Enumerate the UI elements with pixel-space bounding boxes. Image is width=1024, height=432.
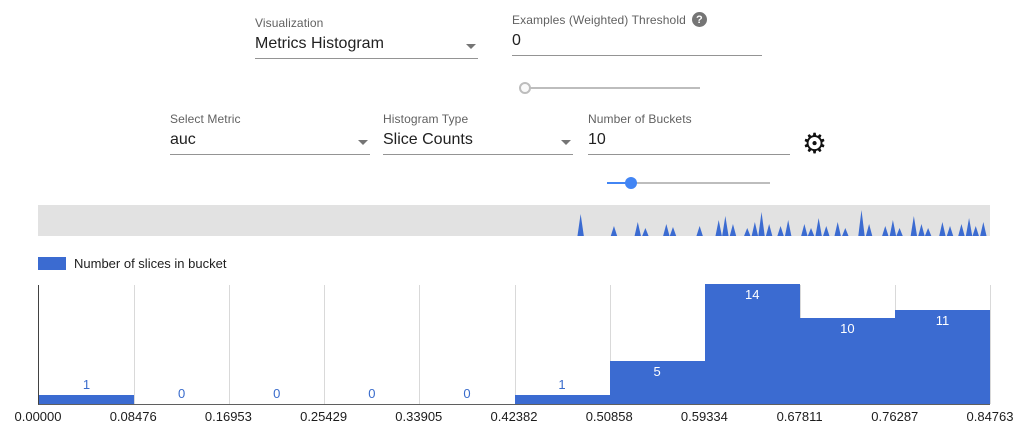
gear-icon[interactable]: ⚙ — [802, 128, 828, 159]
gridline — [514, 285, 516, 404]
legend-label: Number of slices in bucket — [74, 256, 227, 271]
gridline — [990, 285, 991, 404]
histogram-bar[interactable] — [609, 361, 705, 404]
bar-value-label: 11 — [935, 312, 950, 328]
threshold-input[interactable]: 0 — [512, 27, 762, 56]
x-tick-label: 0.33905 — [395, 409, 443, 424]
slider-thumb[interactable] — [625, 177, 638, 189]
slider-track[interactable] — [520, 87, 700, 89]
bar-value-label: 5 — [653, 364, 661, 380]
bar-value-label: 1 — [82, 377, 91, 393]
buckets-label: Number of Buckets — [588, 112, 692, 126]
gridline — [229, 285, 231, 404]
x-tick-label: 0.00000 — [14, 409, 62, 424]
bar-value-label: 14 — [745, 287, 760, 302]
bar-value-label: 0 — [368, 386, 376, 401]
x-tick-label: 0.76287 — [871, 409, 919, 424]
help-icon[interactable]: ? — [691, 12, 707, 27]
x-tick-label: 0.59334 — [680, 409, 728, 424]
histogram-bar[interactable] — [799, 318, 895, 404]
visualization-label: Visualization — [255, 16, 324, 30]
chevron-down-icon — [561, 140, 571, 145]
chevron-down-icon — [358, 140, 368, 145]
bar-value-label: 10 — [840, 321, 855, 337]
histogram-type-field: Histogram Type Slice Counts — [383, 112, 573, 155]
slice-count-histogram: 1 0 0 0 0 1 5 14 10 11 0.00000 0.08476 0.16953 0.254… — [15, 284, 1014, 431]
threshold-label: Examples (Weighted) Threshold — [512, 12, 686, 27]
overview-brush-strip[interactable] — [38, 205, 990, 236]
legend: Number of slices in bucket — [38, 256, 226, 271]
slider-fill — [607, 182, 632, 184]
threshold-slider[interactable] — [519, 82, 700, 94]
slider-track[interactable] — [607, 182, 770, 184]
metric-label: Select Metric — [170, 112, 241, 126]
x-tick-label: 0.50858 — [585, 409, 633, 424]
x-tick-label: 0.16953 — [204, 409, 252, 424]
gridline — [609, 285, 611, 404]
bar-value-label: 0 — [178, 386, 186, 401]
metric-dropdown[interactable]: auc — [170, 126, 370, 155]
gridline — [134, 285, 136, 404]
histogram-type-dropdown[interactable]: Slice Counts — [383, 126, 573, 155]
x-tick-label: 0.67811 — [776, 409, 823, 424]
x-tick-label: 0.84763 — [966, 409, 1014, 424]
histogram-bar[interactable] — [894, 309, 990, 404]
buckets-slider[interactable] — [607, 177, 770, 189]
x-tick-label: 0.08476 — [109, 409, 157, 424]
histogram-type-label: Histogram Type — [383, 112, 469, 126]
bar-value-label: 1 — [558, 377, 566, 393]
visualization-field: Visualization Metrics Histogram — [255, 16, 478, 59]
bar-value-label: 0 — [273, 386, 281, 401]
legend-swatch — [38, 257, 66, 270]
metric-field: Select Metric auc — [170, 112, 370, 155]
gridline — [324, 285, 326, 404]
buckets-field: Number of Buckets 10 — [588, 112, 790, 155]
x-tick-label: 0.42382 — [490, 409, 538, 424]
histogram-bar[interactable] — [704, 284, 800, 404]
threshold-field: Examples (Weighted) Threshold ? 0 — [512, 12, 762, 56]
gridline — [419, 285, 421, 404]
bar-value-label: 0 — [463, 386, 471, 401]
slider-thumb[interactable] — [519, 82, 532, 94]
chevron-down-icon — [466, 44, 476, 49]
buckets-input[interactable]: 10 — [588, 126, 790, 155]
histogram-bar[interactable] — [514, 395, 610, 404]
minimap-spikes — [577, 210, 987, 236]
histogram-bar[interactable] — [39, 395, 135, 404]
x-axis-ticks: 0.00000 0.08476 0.16953 0.25429 0.33905 0.423… — [15, 409, 1014, 431]
x-tick-label: 0.25429 — [300, 409, 348, 424]
visualization-dropdown[interactable]: Metrics Histogram — [255, 30, 478, 59]
histogram-plot: 1 0 0 0 0 1 5 14 10 11 — [38, 284, 991, 405]
